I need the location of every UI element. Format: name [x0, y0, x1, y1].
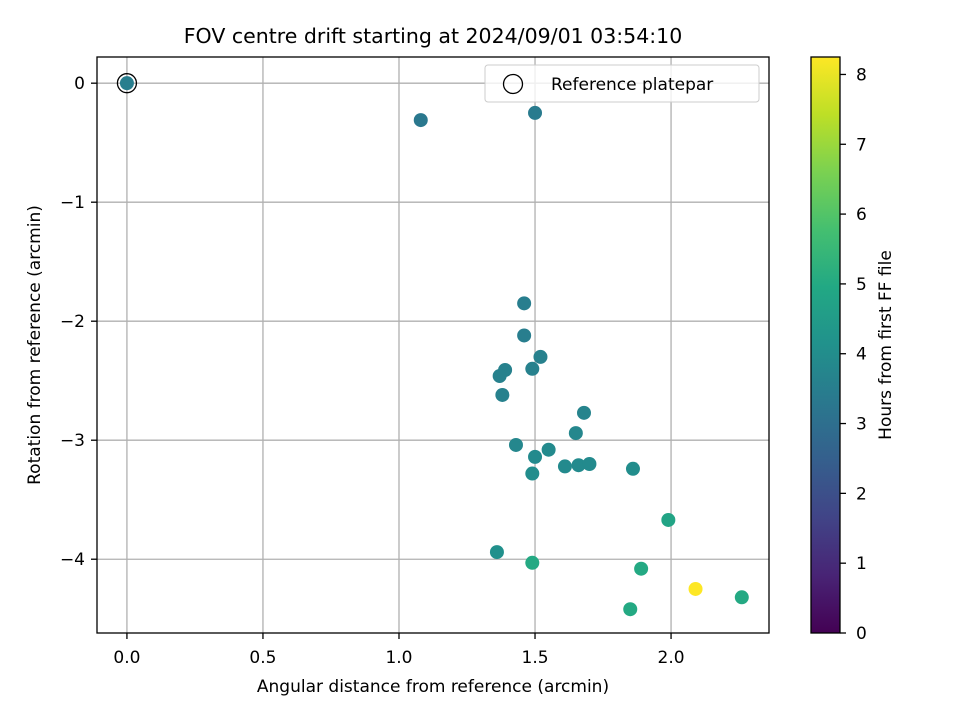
scatter-point — [525, 555, 540, 570]
x-axis-label: Angular distance from reference (arcmin) — [257, 677, 609, 697]
scatter-point — [492, 368, 507, 383]
scatter-point — [661, 512, 676, 527]
scatter-point — [525, 466, 540, 481]
scatter-point — [533, 349, 548, 364]
x-tick-label: 1.5 — [522, 648, 549, 668]
scatter-point — [119, 76, 134, 91]
scatter-point — [568, 426, 583, 441]
x-axis-ticks: 0.0 0.5 1.0 1.5 2.0 — [113, 633, 685, 668]
y-tick-label: −4 — [60, 550, 85, 570]
scatter-point — [517, 328, 532, 343]
scatter-point — [528, 105, 543, 120]
x-tick-label: 2.0 — [658, 648, 685, 668]
scatter-point — [734, 590, 749, 605]
scatter-point — [413, 113, 428, 128]
colorbar-tick-label: 5 — [856, 275, 867, 295]
colorbar-tick-label: 1 — [856, 554, 867, 574]
scatter-point — [525, 361, 540, 376]
scatter-point — [495, 387, 510, 402]
scatter-point — [688, 581, 703, 596]
colorbar-tick-label: 4 — [856, 345, 867, 365]
y-tick-label: 0 — [74, 74, 85, 94]
scatter-point — [623, 602, 638, 617]
colorbar-ticks: 0 1 2 3 4 5 6 7 8 — [840, 65, 867, 644]
chart-title: FOV centre drift starting at 2024/09/01 … — [184, 24, 683, 48]
scatter-point — [489, 545, 504, 560]
reference-platepar-marker — [116, 73, 138, 94]
data-points — [116, 73, 749, 617]
scatter-point — [508, 437, 523, 452]
y-tick-label: −1 — [60, 193, 85, 213]
y-axis-label: Rotation from reference (arcmin) — [25, 205, 45, 485]
colorbar-label: Hours from first FF file — [876, 250, 896, 440]
legend: Reference platepar — [484, 64, 760, 103]
y-axis-ticks: 0 −1 −2 −3 −4 — [60, 74, 97, 570]
colorbar-tick-label: 7 — [856, 135, 867, 155]
x-tick-label: 1.0 — [385, 648, 412, 668]
legend-label: Reference platepar — [551, 75, 713, 95]
x-tick-label: 0.5 — [249, 648, 276, 668]
scatter-point — [528, 449, 543, 464]
scatter-point — [557, 459, 572, 474]
y-tick-label: −3 — [60, 431, 85, 451]
scatter-point — [582, 457, 597, 472]
colorbar-tick-label: 8 — [856, 65, 867, 85]
scatter-point — [576, 405, 591, 420]
plot-frame — [96, 56, 770, 634]
y-tick-label: −2 — [60, 312, 85, 332]
scatter-point — [571, 458, 586, 473]
scatter-point — [634, 561, 649, 576]
colorbar — [810, 56, 841, 634]
legend-box — [484, 64, 760, 103]
x-tick-label: 0.0 — [113, 648, 140, 668]
scatter-point — [541, 442, 556, 457]
colorbar-tick-label: 3 — [856, 415, 867, 435]
colorbar-tick-label: 2 — [856, 484, 867, 504]
scatter-point — [517, 296, 532, 311]
grid-lines — [97, 57, 769, 633]
legend-reference-marker — [502, 73, 524, 95]
scatter-point — [625, 461, 640, 476]
colorbar-tick-label: 6 — [856, 205, 867, 225]
colorbar-tick-label: 0 — [856, 624, 867, 644]
